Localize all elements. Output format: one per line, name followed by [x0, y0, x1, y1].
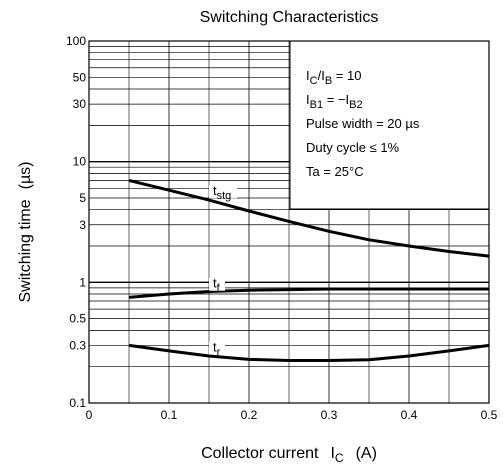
series-label-stg: tstg — [213, 183, 231, 202]
series-line-f — [128, 287, 489, 299]
condition-line: Pulse width = 20 µs — [306, 116, 420, 131]
x-tick-label: 0 — [86, 408, 93, 422]
y-tick-label: 0.5 — [69, 312, 86, 326]
y-tick-labels: 0.1 0.3 0.5 1 3 5 10 30 50 100 — [66, 34, 86, 410]
y-tick-label: 100 — [66, 34, 86, 48]
y-tick-label: 30 — [73, 97, 87, 111]
plot-frame — [88, 40, 490, 404]
x-axis-label-text: Collector current — [201, 445, 319, 462]
series-line-r — [128, 343, 490, 362]
series-line-stg — [128, 178, 490, 258]
condition-line: Duty cycle ≤ 1% — [306, 140, 400, 155]
x-axis-label: Collector current IC (A) — [201, 445, 377, 465]
series-label-bg — [209, 185, 237, 199]
y-tick-label: 50 — [73, 70, 87, 84]
y-tick-label: 3 — [79, 218, 86, 232]
condition-line: IC/IB = 10 — [306, 68, 361, 87]
curves: tstg tf tr — [128, 178, 490, 362]
x-tick-label: 0.2 — [241, 408, 258, 422]
series-label-bg — [209, 277, 225, 291]
x-tick-label: 0.3 — [321, 408, 338, 422]
y-axis-unit: (µs) — [17, 161, 34, 189]
conditions-text: IC/IB = 10 IB1 = −IB2 Pulse width = 20 µs D… — [306, 68, 420, 179]
x-axis-unit: (A) — [356, 445, 377, 462]
y-tick-label: 0.3 — [69, 338, 86, 352]
condition-line: IB1 = −IB2 — [306, 92, 363, 111]
x-axis-symbol-sub: C — [335, 451, 344, 465]
series-label-bg — [209, 341, 225, 355]
y-tick-label: 5 — [79, 191, 86, 205]
condition-line: Ta = 25°C — [306, 164, 364, 179]
y-axis-label: Switching time (µs) — [17, 161, 34, 302]
y-tick-label: 10 — [73, 155, 87, 169]
y-tick-label: 1 — [79, 275, 86, 289]
series-label-f: tf — [213, 276, 221, 295]
x-tick-label: 0.5 — [481, 408, 498, 422]
x-tick-labels: 0 0.1 0.2 0.3 0.4 0.5 — [86, 408, 498, 422]
y-axis-label-text: Switching time — [17, 199, 34, 302]
x-axis-symbol: I — [330, 445, 334, 462]
x-tick-label: 0.4 — [401, 408, 418, 422]
conditions-box — [289, 40, 490, 210]
y-tick-label: 0.1 — [69, 396, 86, 410]
series-label-r: tr — [213, 340, 221, 359]
chart-title: Switching Characteristics — [200, 9, 379, 26]
x-tick-label: 0.1 — [161, 408, 178, 422]
